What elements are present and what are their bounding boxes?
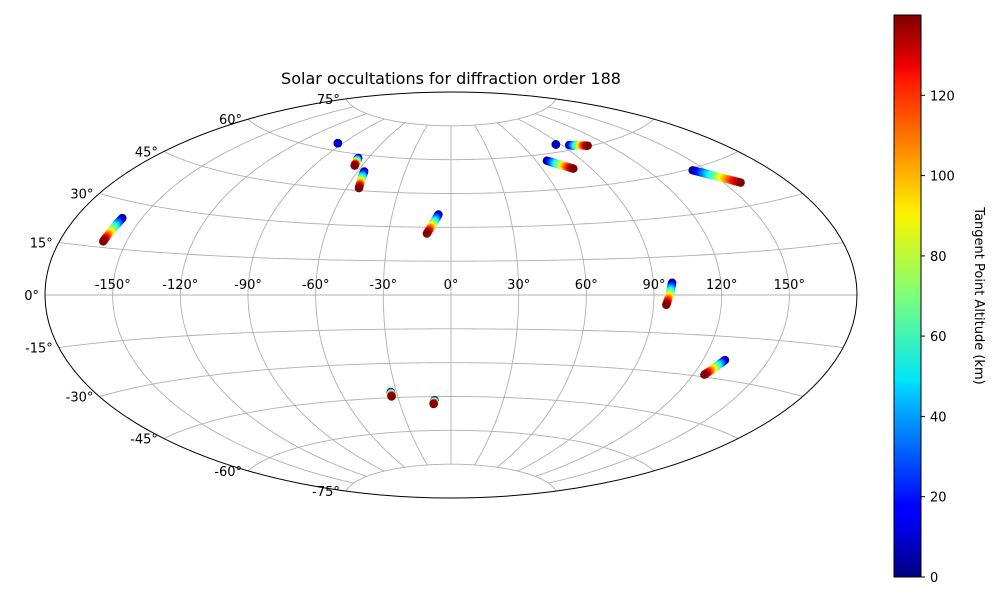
occultation-point: [387, 392, 396, 401]
parallel-line: [247, 118, 655, 161]
colorbar-tick-label: 20: [930, 491, 947, 506]
colorbar-tick-label: 100: [930, 170, 955, 185]
colorbar: 0 20 40 60 80 100 120 Tangent Point Altitude (…: [893, 14, 986, 586]
occultation-point: [569, 164, 578, 173]
colorbar-label: Tangent Point Altitude (km): [971, 206, 986, 384]
occultation-point: [736, 178, 745, 187]
longitude-tick-label: -60°: [302, 278, 330, 293]
colorbar-tick-label: 80: [930, 250, 947, 265]
latitude-tick-label: 0°: [24, 289, 39, 304]
occultation-point: [99, 237, 108, 246]
occultation-point: [583, 141, 592, 150]
map-outline: [44, 91, 858, 499]
longitude-tick-label: 0°: [444, 278, 459, 293]
longitude-tick-label: 60°: [575, 278, 598, 293]
map-grid: [45, 98, 857, 492]
longitude-tick-label: -30°: [369, 278, 397, 293]
latitude-tick-label: 45°: [135, 146, 158, 161]
latitude-tick-label: -30°: [66, 391, 94, 406]
longitude-tick-label: 30°: [507, 278, 530, 293]
longitude-tick-label: -150°: [95, 278, 131, 293]
colorbar-ticks: 0 20 40 60 80 100 120: [921, 89, 955, 586]
colorbar-tick-label: 120: [930, 89, 955, 104]
colorbar-gradient: [893, 14, 922, 578]
colorbar-tick-label: 40: [930, 410, 947, 425]
longitude-tick-labels: -150° -120° -90° -60° -30° 0° 30° 60° 90° 120° 150…: [95, 278, 805, 293]
occultation-points: [99, 139, 745, 409]
latitude-tick-label: 60°: [219, 113, 242, 128]
colorbar-tick-label: 60: [930, 330, 947, 345]
latitude-tick-label: 75°: [317, 93, 340, 108]
occultation-point: [429, 399, 438, 409]
parallel-line: [345, 463, 557, 492]
parallel-line: [99, 362, 803, 397]
latitude-tick-label: -60°: [214, 465, 242, 480]
parallel-line: [345, 98, 557, 127]
occultation-point: [551, 140, 561, 149]
occultation-point: [662, 300, 671, 310]
longitude-tick-label: 150°: [774, 278, 805, 293]
latitude-tick-label: 30°: [70, 188, 93, 203]
parallel-line: [163, 151, 739, 194]
colorbar-tick-label: 0: [930, 571, 938, 586]
latitude-tick-labels: -75° -60° -45° -30° -15° 0° 15° 30° 45° 60° 75°: [24, 93, 340, 500]
parallel-line: [58, 328, 844, 348]
latitude-tick-label: -45°: [130, 433, 158, 448]
parallel-line: [163, 396, 739, 439]
chart-title: Solar occultations for diffraction order…: [281, 69, 621, 88]
latitude-tick-label: -15°: [25, 342, 53, 357]
occultation-point: [354, 183, 364, 193]
parallel-line: [99, 193, 803, 228]
parallel-line: [58, 242, 844, 262]
longitude-tick-label: -120°: [162, 278, 198, 293]
occultation-point: [333, 139, 343, 148]
longitude-tick-label: -90°: [234, 278, 262, 293]
latitude-tick-label: -75°: [312, 485, 340, 500]
longitude-tick-label: 120°: [706, 278, 737, 293]
longitude-tick-label: 90°: [642, 278, 665, 293]
occultation-point: [422, 229, 432, 238]
latitude-tick-label: 15°: [30, 237, 53, 252]
parallel-line: [247, 429, 655, 472]
occultation-point: [350, 161, 359, 170]
occultation-point: [700, 370, 709, 379]
